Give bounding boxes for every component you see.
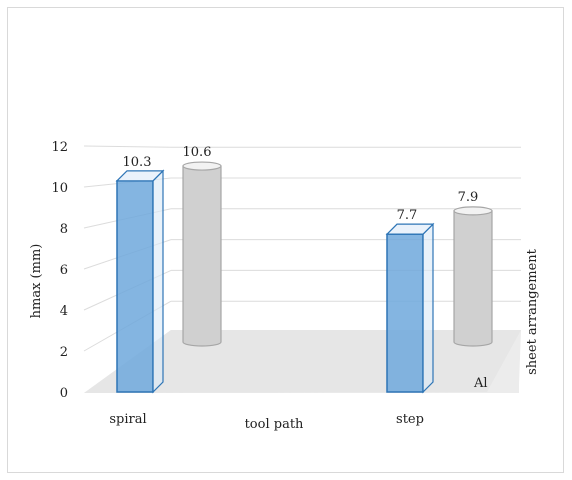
data-label: 10.6 [183, 145, 212, 160]
x-axis-title: tool path [245, 417, 304, 432]
y-tick-label: 12 [51, 140, 68, 155]
data-labels: 10.3 7.7 10.6 7.9 [123, 145, 479, 223]
bar-box-top [385, 223, 435, 235]
bar-cylinder-body [453, 210, 493, 347]
data-label: 7.7 [397, 208, 418, 223]
x-tick-spiral: spiral [109, 412, 146, 427]
y-axis-ticks: 0 2 4 6 8 10 12 [51, 140, 68, 401]
gridline-side [83, 145, 172, 148]
y-tick-label: 2 [60, 345, 68, 360]
bar-box-side [422, 222, 434, 394]
y-tick-label: 10 [51, 181, 68, 196]
y-tick-label: 6 [60, 263, 68, 278]
bar-box-top [115, 170, 165, 182]
y-tick-label: 4 [60, 304, 68, 319]
bar-box-side [152, 169, 164, 394]
bar-box-front [386, 233, 424, 393]
y-axis-title: hmax (mm) [29, 244, 44, 319]
z-axis-title: sheet arrangement [525, 248, 540, 374]
data-label: 7.9 [458, 190, 479, 205]
y-tick-label: 0 [60, 386, 68, 401]
bar-cylinder-top [182, 161, 222, 171]
bar-cylinder-body [182, 165, 222, 347]
z-tick-al: Al [473, 376, 488, 391]
data-label: 10.3 [123, 155, 152, 170]
chart-bars [115, 161, 493, 394]
x-tick-step: step [396, 412, 424, 427]
bar-cylinder-top [453, 206, 493, 216]
bar-box-front [116, 180, 154, 393]
y-tick-label: 8 [60, 222, 68, 237]
